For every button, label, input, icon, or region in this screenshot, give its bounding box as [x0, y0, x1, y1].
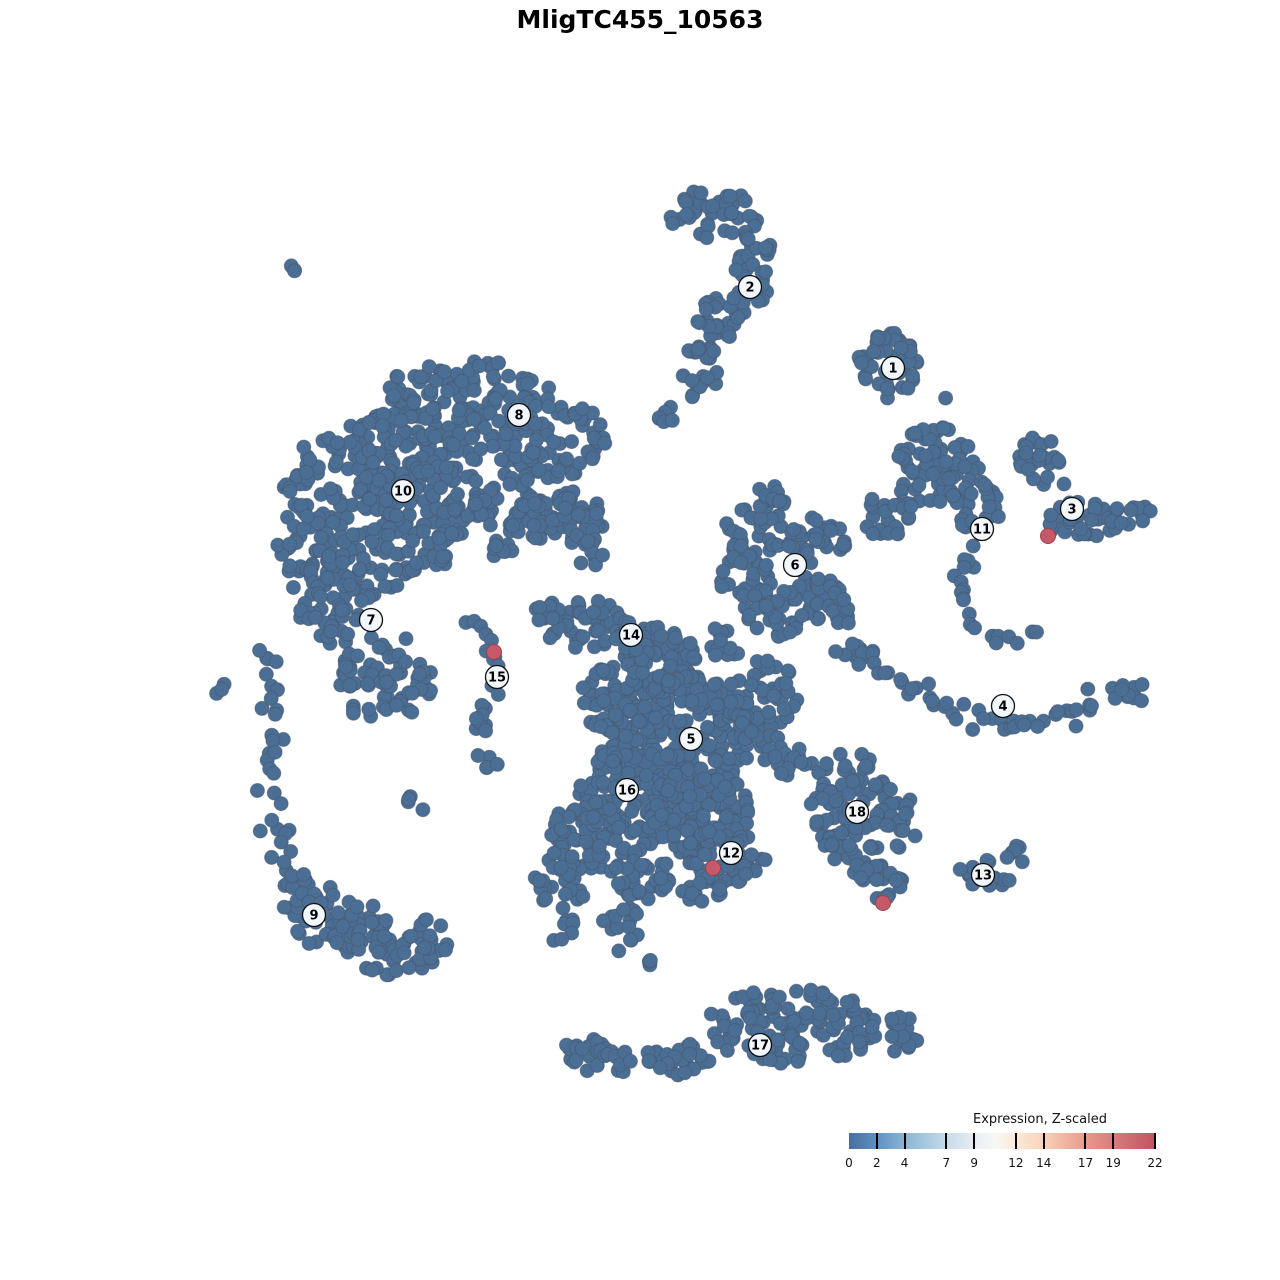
cluster-label-3: 3 — [1059, 496, 1085, 522]
svg-text:9: 9 — [309, 909, 318, 924]
svg-text:17: 17 — [751, 1039, 769, 1054]
svg-text:18: 18 — [848, 806, 866, 821]
svg-text:14: 14 — [622, 629, 640, 644]
cluster-label-11: 11 — [969, 516, 995, 542]
svg-text:15: 15 — [488, 671, 506, 686]
cluster-label-14: 14 — [618, 622, 644, 648]
svg-text:2: 2 — [745, 281, 754, 296]
highlight-points-layer — [486, 528, 1056, 911]
cluster-label-13: 13 — [970, 862, 996, 888]
cluster-label-7: 7 — [358, 607, 384, 633]
cluster-label-18: 18 — [844, 799, 870, 825]
cluster-label-5: 5 — [678, 726, 704, 752]
svg-text:4: 4 — [998, 700, 1007, 715]
cluster-label-9: 9 — [301, 902, 327, 928]
cluster-label-15: 15 — [484, 664, 510, 690]
plot-title: MligTC455_10563 — [516, 5, 764, 34]
svg-text:1: 1 — [888, 362, 897, 377]
svg-text:13: 13 — [974, 869, 992, 884]
cluster-label-17: 17 — [747, 1032, 773, 1058]
points-layer — [209, 184, 1158, 1083]
cluster-label-8: 8 — [506, 402, 532, 428]
svg-text:3: 3 — [1067, 503, 1076, 518]
svg-text:7: 7 — [366, 614, 375, 629]
svg-text:8: 8 — [514, 409, 523, 424]
cluster-label-12: 12 — [718, 840, 744, 866]
svg-text:6: 6 — [790, 559, 799, 574]
svg-text:16: 16 — [618, 784, 636, 799]
svg-text:5: 5 — [686, 733, 695, 748]
svg-text:11: 11 — [973, 523, 991, 538]
cluster-label-6: 6 — [782, 552, 808, 578]
cluster-label-16: 16 — [614, 777, 640, 803]
svg-text:10: 10 — [394, 485, 412, 500]
svg-text:12: 12 — [722, 847, 740, 862]
cluster-label-2: 2 — [737, 274, 763, 300]
cluster-label-1: 1 — [880, 355, 906, 381]
cluster-label-4: 4 — [990, 693, 1016, 719]
cluster-label-10: 10 — [390, 478, 416, 504]
